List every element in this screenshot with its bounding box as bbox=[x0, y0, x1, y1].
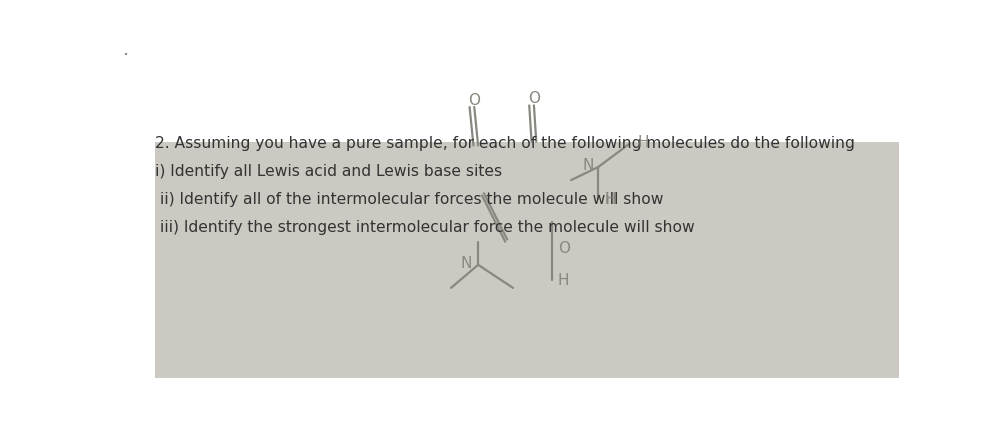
Text: 2. Assuming you have a pure sample, for each of the following molecules do the f: 2. Assuming you have a pure sample, for … bbox=[154, 137, 855, 152]
Text: ii) Identify all of the intermolecular forces the molecule will show: ii) Identify all of the intermolecular f… bbox=[154, 192, 663, 207]
Text: H: H bbox=[636, 135, 648, 150]
Text: N: N bbox=[583, 158, 594, 173]
FancyBboxPatch shape bbox=[154, 141, 898, 378]
Text: O: O bbox=[558, 241, 570, 256]
Text: O: O bbox=[528, 91, 540, 106]
Text: iii) Identify the strongest intermolecular force the molecule will show: iii) Identify the strongest intermolecul… bbox=[154, 220, 694, 235]
Text: O: O bbox=[467, 93, 479, 108]
Text: N: N bbox=[460, 256, 471, 271]
Text: H: H bbox=[604, 192, 616, 207]
Text: i) Identify all Lewis acid and Lewis base sites: i) Identify all Lewis acid and Lewis bas… bbox=[154, 164, 501, 179]
Text: H: H bbox=[558, 273, 569, 288]
